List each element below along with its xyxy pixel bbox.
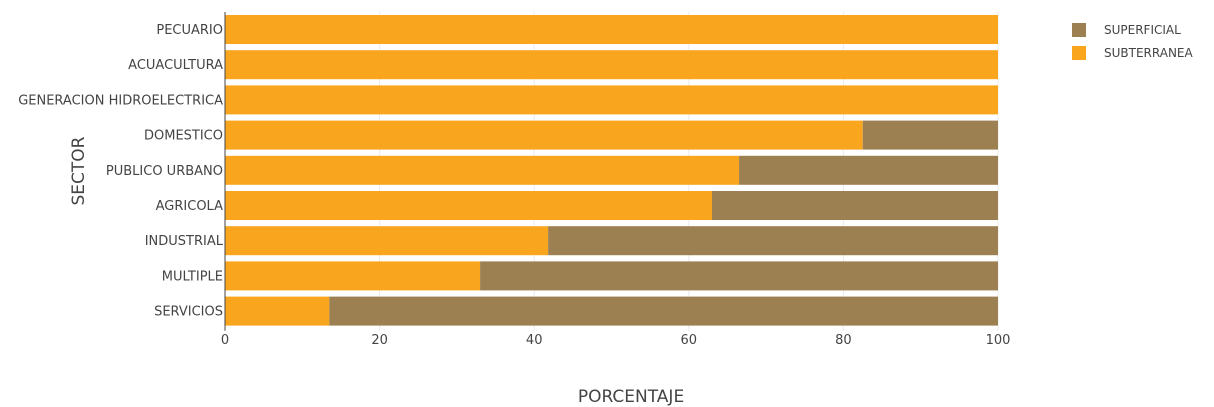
- bar-subterranea-pecuario[interactable]: [225, 15, 998, 44]
- legend-swatch: [1072, 23, 1086, 37]
- legend-swatch: [1072, 46, 1086, 60]
- bar-superficial-servicios[interactable]: [329, 296, 999, 326]
- y-tick-label: ACUACULTURA: [128, 58, 223, 73]
- x-axis-title: PORCENTAJE: [578, 387, 684, 407]
- legend-label: SUBTERRANEA: [1104, 46, 1194, 60]
- bar-subterranea-generacion-hidroelectrica[interactable]: [225, 85, 998, 115]
- bar-subterranea-acuacultura[interactable]: [225, 50, 998, 80]
- bar-superficial-multiple[interactable]: [480, 261, 999, 291]
- bar-subterranea-agricola[interactable]: [225, 191, 712, 220]
- bars: [225, 15, 999, 326]
- y-tick-label: MULTIPLE: [162, 269, 223, 284]
- bar-superficial-domestico[interactable]: [862, 120, 998, 150]
- y-axis: PECUARIO ACUACULTURA GENERACION HIDROELECT…: [18, 12, 226, 331]
- legend-item-subterranea[interactable]: SUBTERRANEA: [1072, 46, 1194, 60]
- y-tick-label: AGRICOLA: [156, 199, 223, 214]
- y-axis-title: SECTOR: [69, 136, 89, 205]
- x-tick-label: 80: [835, 333, 852, 348]
- bar-superficial-industrial[interactable]: [548, 226, 998, 256]
- y-tick-label: GENERACION HIDROELECTRICA: [18, 93, 223, 108]
- x-tick-label: 60: [681, 333, 698, 348]
- y-tick-label: PUBLICO URBANO: [106, 164, 223, 179]
- x-axis: 0 20 40 60 80 100: [221, 333, 1011, 348]
- bar-superficial-publico-urbano[interactable]: [739, 155, 998, 185]
- bar-subterranea-industrial[interactable]: [225, 226, 549, 256]
- x-tick-label: 100: [986, 333, 1011, 348]
- bar-subterranea-multiple[interactable]: [225, 261, 481, 291]
- legend-item-superficial[interactable]: SUPERFICIAL: [1072, 23, 1181, 37]
- x-tick-label: 40: [526, 333, 543, 348]
- bar-subterranea-servicios[interactable]: [225, 296, 330, 326]
- x-tick-label: 0: [221, 333, 229, 348]
- legend[interactable]: SUPERFICIAL SUBTERRANEA: [1072, 23, 1194, 60]
- bar-subterranea-publico-urbano[interactable]: [225, 155, 740, 185]
- x-tick-label: 20: [371, 333, 388, 348]
- legend-label: SUPERFICIAL: [1104, 23, 1181, 37]
- y-tick-label: DOMESTICO: [144, 129, 223, 144]
- bar-subterranea-domestico[interactable]: [225, 120, 863, 150]
- y-tick-label: PECUARIO: [156, 23, 223, 38]
- y-tick-label: INDUSTRIAL: [145, 234, 224, 249]
- y-tick-label: SERVICIOS: [154, 305, 223, 320]
- bar-superficial-agricola[interactable]: [711, 191, 998, 220]
